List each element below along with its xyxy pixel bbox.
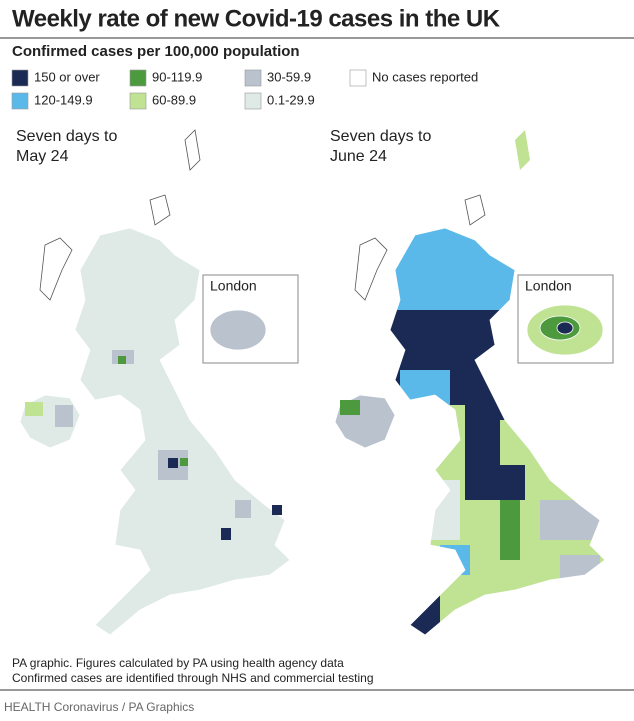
legend-label: 90-119.9 — [152, 69, 202, 84]
islands — [354, 194, 486, 301]
legend: 150 or over 120-149.9 90-119.9 60-89.9 30-59… — [11, 69, 478, 110]
legend-label: 30-59.9 — [267, 69, 311, 84]
region — [500, 500, 520, 560]
region — [500, 420, 560, 465]
region — [400, 370, 450, 415]
region — [168, 458, 178, 468]
footnote: PA graphic. Figures calculated by PA usi… — [12, 656, 344, 670]
title: Weekly rate of new Covid-19 cases in the… — [12, 5, 501, 32]
map-label: May 24 — [16, 148, 69, 165]
subtitle: Confirmed cases per 100,000 population — [12, 43, 300, 60]
legend-swatch — [11, 69, 29, 87]
london — [209, 309, 267, 351]
islands — [515, 130, 530, 170]
legend-label: No cases reported — [372, 69, 478, 84]
legend-swatch — [11, 92, 29, 110]
region — [272, 505, 282, 515]
legend-swatch — [349, 69, 367, 87]
map-label: June 24 — [330, 148, 387, 165]
region — [235, 500, 251, 518]
footnote: Confirmed cases are identified through N… — [12, 671, 374, 685]
region — [221, 528, 231, 540]
legend-label: 60-89.9 — [152, 92, 196, 107]
region — [560, 555, 600, 585]
inset-label: London — [525, 278, 572, 294]
legend-swatch — [244, 92, 262, 110]
legend-swatch — [129, 69, 147, 87]
legend-label: 120-149.9 — [34, 92, 93, 107]
map-may: Seven days to May 24 London — [16, 128, 299, 636]
region — [25, 402, 43, 416]
region — [118, 356, 126, 364]
region — [55, 405, 73, 427]
credit: HEALTH Coronavirus / PA Graphics — [4, 700, 194, 714]
region — [430, 480, 460, 540]
legend-label: 150 or over — [34, 69, 100, 84]
map-label: Seven days to — [16, 128, 118, 145]
region — [180, 458, 188, 466]
legend-swatch — [244, 69, 262, 87]
legend-label: 0.1-29.9 — [267, 92, 315, 107]
map-june: Seven days to June 24 London — [330, 128, 614, 636]
london — [556, 321, 574, 335]
legend-swatch — [129, 92, 147, 110]
region — [440, 545, 470, 575]
inset-label: London — [210, 278, 257, 294]
region — [390, 585, 440, 635]
map-label: Seven days to — [330, 128, 432, 145]
region — [540, 500, 600, 540]
region — [340, 400, 360, 415]
islands — [39, 129, 201, 301]
